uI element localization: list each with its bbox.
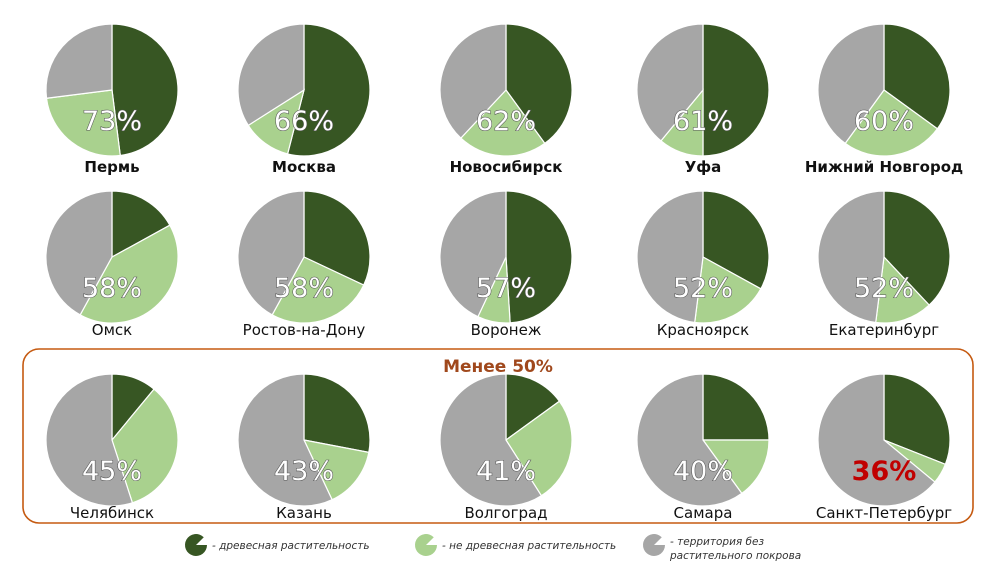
slice-sankt-peterburg-tree <box>883 373 951 466</box>
city-label-sankt-peterburg: Санкт-Петербург <box>816 504 952 522</box>
percent-label-perm: 73% <box>82 106 142 137</box>
pie-perm: 73% Пермь <box>45 23 179 176</box>
slice-voronezh-tree <box>505 190 573 324</box>
city-label-nizhniy-novgorod: Нижний Новгород <box>805 158 963 176</box>
city-label-perm: Пермь <box>84 158 139 176</box>
pie-samara: 40% Самара <box>636 373 770 522</box>
slice-volgograd-bare <box>439 373 543 507</box>
pie-chelyabinsk: 45% Челябинск <box>45 373 179 522</box>
slice-ufa-tree <box>702 23 770 157</box>
percent-label-chelyabinsk: 45% <box>82 456 142 487</box>
percent-label-novosibirsk: 62% <box>476 106 536 137</box>
legend-label-bare-line2: растительного покрова <box>669 550 801 562</box>
city-label-samara: Самара <box>674 504 733 522</box>
city-label-omsk: Омск <box>92 321 132 339</box>
slice-ufa-bare <box>636 23 704 142</box>
slice-moskva-bare <box>237 23 305 127</box>
city-label-krasnoyarsk: Красноярск <box>657 321 749 339</box>
legend-label-tree: - древесная растительность <box>212 540 370 552</box>
city-label-kazan: Казань <box>276 504 332 522</box>
legend-swatch-tree <box>184 533 207 556</box>
slice-sankt-peterburg-bare <box>817 373 936 507</box>
slice-omsk-tree <box>111 190 171 259</box>
city-label-ufa: Уфа <box>685 158 722 176</box>
pie-kazan: 43% Казань <box>237 373 371 522</box>
percent-label-krasnoyarsk: 52% <box>673 273 733 304</box>
slice-samara-tree <box>702 373 770 441</box>
percent-label-volgograd: 41% <box>476 456 536 487</box>
percent-label-moskva: 66% <box>274 106 334 137</box>
slice-novosibirsk-bare <box>439 23 507 139</box>
slice-omsk-bare <box>45 190 113 316</box>
percent-label-kazan: 43% <box>274 456 334 487</box>
pie-nizhniy-novgorod: 60% Нижний Новгород <box>805 23 963 176</box>
legend: - древесная растительность - не древесная… <box>184 533 801 562</box>
pie-ufa: 61% Уфа <box>636 23 770 176</box>
percent-label-sankt-peterburg: 36% <box>852 456 917 487</box>
slice-chelyabinsk-non-tree <box>111 388 179 504</box>
slice-ekaterinburg-non-tree <box>875 255 931 324</box>
pie-novosibirsk: 62% Новосибирск <box>439 23 573 176</box>
percent-label-samara: 40% <box>673 456 733 487</box>
slice-krasnoyarsk-bare <box>636 190 704 324</box>
percent-label-omsk: 58% <box>82 273 142 304</box>
pie-moskva: 66% Москва <box>237 23 371 176</box>
slice-perm-non-tree <box>45 89 121 157</box>
slice-voronezh-bare <box>439 190 507 318</box>
slice-krasnoyarsk-tree <box>702 190 770 290</box>
slice-chelyabinsk-bare <box>45 373 134 507</box>
group-frame <box>22 348 974 524</box>
slice-kazan-tree <box>303 373 371 454</box>
slice-omsk-non-tree <box>79 224 179 324</box>
city-label-ekaterinburg: Екатеринбург <box>829 321 939 339</box>
slice-volgograd-tree <box>505 373 561 442</box>
slice-ekaterinburg-tree <box>883 190 951 306</box>
slice-novosibirsk-non-tree <box>459 89 546 157</box>
slice-nizhniy-novgorod-non-tree <box>844 89 939 157</box>
city-label-moskva: Москва <box>272 158 336 176</box>
percent-label-rostov-na-donu: 58% <box>274 273 334 304</box>
slice-nizhniy-novgorod-tree <box>883 23 951 130</box>
slice-volgograd-non-tree <box>505 400 573 497</box>
slice-krasnoyarsk-non-tree <box>694 256 762 324</box>
pie-krasnoyarsk: 52% Красноярск <box>636 190 770 339</box>
city-label-volgograd: Волгоград <box>464 504 547 522</box>
legend-label-bare: - территория без <box>670 536 764 548</box>
slice-perm-tree <box>111 23 179 157</box>
percent-label-ufa: 61% <box>673 106 733 137</box>
slice-kazan-non-tree <box>302 439 370 501</box>
city-label-chelyabinsk: Челябинск <box>70 504 154 522</box>
percent-label-nizhniy-novgorod: 60% <box>854 106 914 137</box>
legend-swatch-non-tree <box>415 533 437 556</box>
pie-ekaterinburg: 52% Екатеринбург <box>817 190 951 339</box>
slice-kazan-bare <box>237 373 333 507</box>
legend-item-bare: - территория без растительного покрова <box>643 533 801 562</box>
pie-omsk: 58% Омск <box>45 190 179 339</box>
slice-rostov-na-donu-bare <box>237 190 305 316</box>
percent-label-ekaterinburg: 52% <box>854 273 914 304</box>
slice-nizhniy-novgorod-bare <box>817 23 885 145</box>
legend-label-non-tree: - не древесная растительность <box>442 540 616 552</box>
city-label-voronezh: Воронеж <box>471 321 542 339</box>
pie-rostov-na-donu: 58% Ростов-на-Дону <box>237 190 371 339</box>
city-label-novosibirsk: Новосибирск <box>450 158 563 176</box>
legend-swatch-bare <box>643 533 665 556</box>
legend-item-non-tree: - не древесная растительность <box>415 533 616 556</box>
pie-voronezh: 57% Воронеж <box>439 190 573 339</box>
pie-sankt-peterburg: 36% Санкт-Петербург <box>816 373 952 522</box>
legend-item-tree: - древесная растительность <box>184 533 370 556</box>
group-title: Менее 50% <box>443 357 553 377</box>
percent-label-voronezh: 57% <box>476 273 536 304</box>
pie-volgograd: 41% Волгоград <box>439 373 573 522</box>
slice-novosibirsk-tree <box>505 23 573 145</box>
slice-rostov-na-donu-tree <box>303 190 371 286</box>
slice-perm-bare <box>45 23 113 99</box>
slice-samara-bare <box>636 373 743 507</box>
slice-samara-non-tree <box>701 439 770 495</box>
slice-ekaterinburg-bare <box>817 190 885 324</box>
city-label-rostov-na-donu: Ростов-на-Дону <box>243 321 366 339</box>
slice-moskva-tree <box>286 23 371 157</box>
